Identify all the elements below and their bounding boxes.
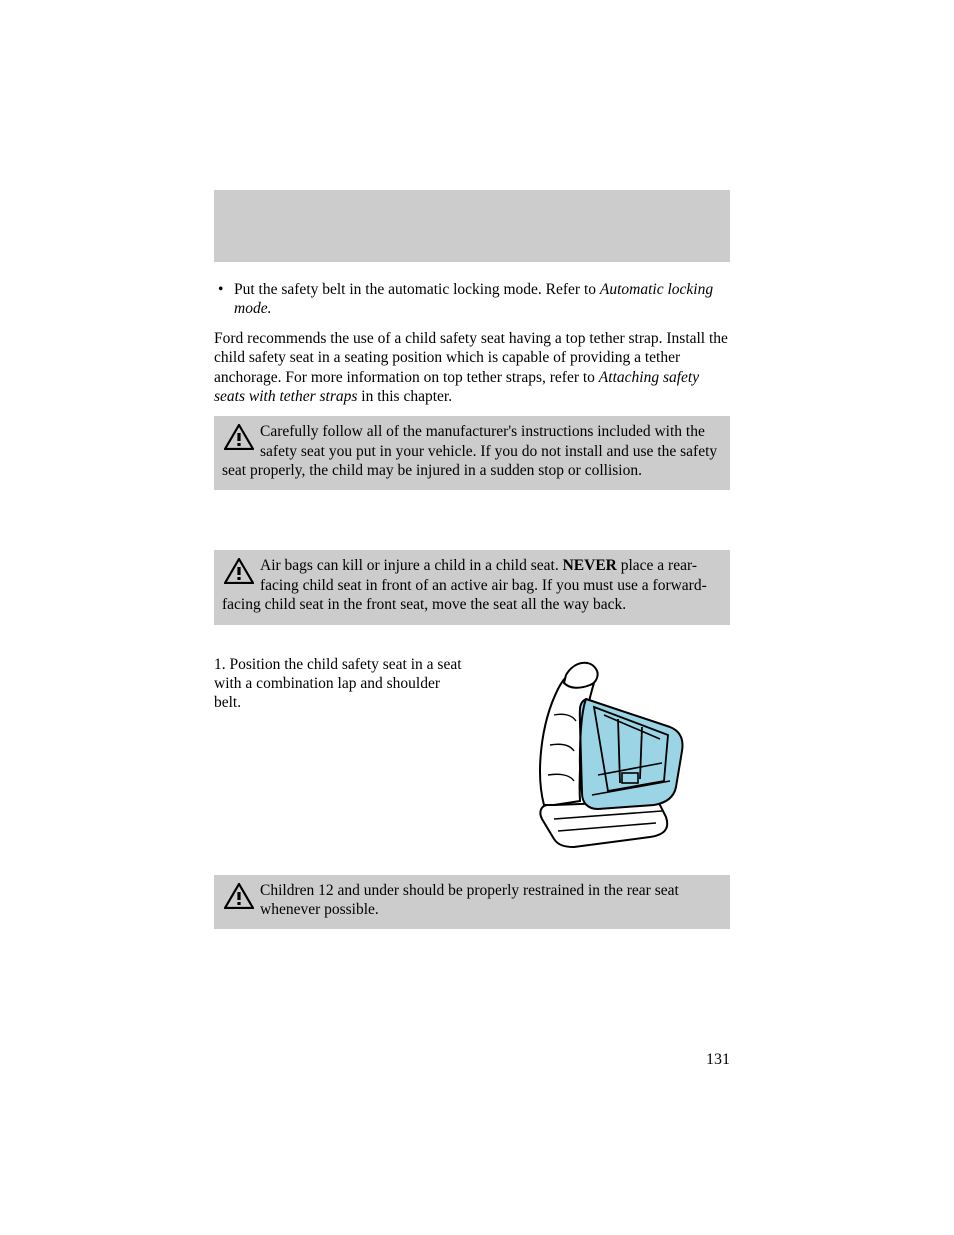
child-seat-figure: [488, 655, 730, 855]
bullet-text-a: Put the safety belt in the automatic loc…: [234, 281, 600, 298]
warning-icon: [224, 883, 254, 909]
warning-icon: [224, 558, 254, 584]
bullet-text: Put the safety belt in the automatic loc…: [234, 280, 730, 319]
warning-box-3: Children 12 and under should be properly…: [214, 875, 730, 930]
step-1-text: 1. Position the child safety seat in a s…: [214, 655, 464, 855]
page-number: 131: [706, 1051, 730, 1069]
warning-icon: [224, 424, 254, 450]
para1-b: in this chapter.: [357, 388, 452, 405]
chapter-header-bar: [214, 190, 730, 262]
bullet-item: • Put the safety belt in the automatic l…: [214, 280, 730, 319]
warning-box-2: Air bags can kill or injure a child in a…: [214, 550, 730, 624]
warning-1-text: Carefully follow all of the manufacturer…: [222, 423, 717, 479]
step-1-row: 1. Position the child safety seat in a s…: [214, 655, 730, 855]
warning-3-text: Children 12 and under should be properly…: [260, 882, 679, 918]
warning-2-a: Air bags can kill or injure a child in a…: [260, 557, 563, 574]
bullet-dot: •: [214, 280, 234, 319]
paragraph-tether: Ford recommends the use of a child safet…: [214, 329, 730, 407]
warning-2-bold: NEVER: [563, 557, 617, 574]
warning-box-1: Carefully follow all of the manufacturer…: [214, 416, 730, 490]
